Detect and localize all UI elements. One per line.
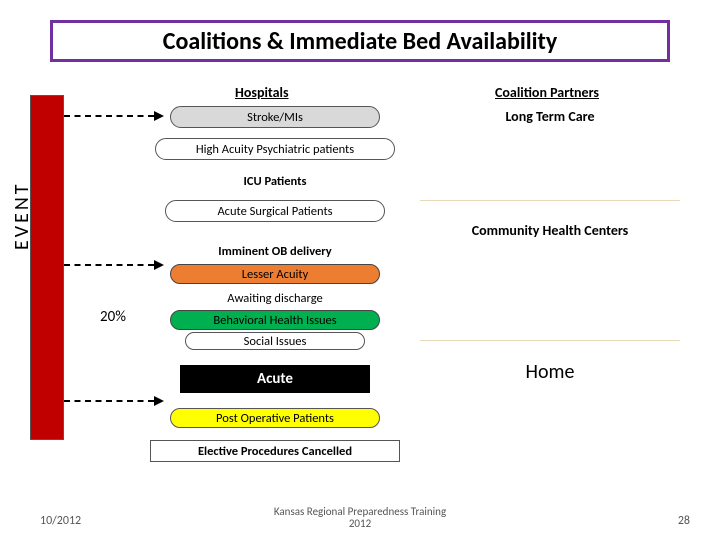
partner-home: Home <box>450 360 650 384</box>
partner-divider <box>420 340 680 341</box>
category-postop: Post Operative Patients <box>170 408 380 428</box>
category-discharge: Awaiting discharge <box>165 288 385 308</box>
pct-label: 20% <box>100 308 126 326</box>
category-ob: Imminent OB delivery <box>165 240 385 262</box>
page-title: Coalitions & Immediate Bed Availability <box>50 20 670 62</box>
category-elective: Elective Procedures Cancelled <box>150 440 400 462</box>
flow-arrow <box>64 264 164 266</box>
title-text: Coalitions & Immediate Bed Availability <box>163 27 557 56</box>
category-social: Social Issues <box>185 332 365 350</box>
footer-center: Kansas Regional Preparedness Training 20… <box>0 506 720 530</box>
event-bar <box>30 95 64 440</box>
category-behavioral: Behavioral Health Issues <box>170 310 380 330</box>
footer-center-line2: 2012 <box>349 517 371 530</box>
footer-center-line1: Kansas Regional Preparedness Training <box>274 505 446 518</box>
partner-ltc: Long Term Care <box>450 108 650 125</box>
category-acute: Acute <box>180 365 370 393</box>
hospitals-heading: Hospitals <box>235 84 289 101</box>
flow-arrow <box>64 115 164 117</box>
category-lesser: Lesser Acuity <box>170 264 380 284</box>
category-stroke: Stroke/MIs <box>170 106 380 128</box>
footer-page-number: 28 <box>678 514 690 528</box>
partner-chc: Community Health Centers <box>450 222 650 239</box>
event-label: EVENT <box>10 181 34 250</box>
category-psych: High Acuity Psychiatric patients <box>155 138 395 160</box>
category-icu: ICU Patients <box>165 170 385 192</box>
partners-heading: Coalition Partners <box>495 84 599 101</box>
flow-arrow <box>64 400 164 402</box>
category-surgical: Acute Surgical Patients <box>165 200 385 222</box>
partner-divider <box>420 200 680 201</box>
